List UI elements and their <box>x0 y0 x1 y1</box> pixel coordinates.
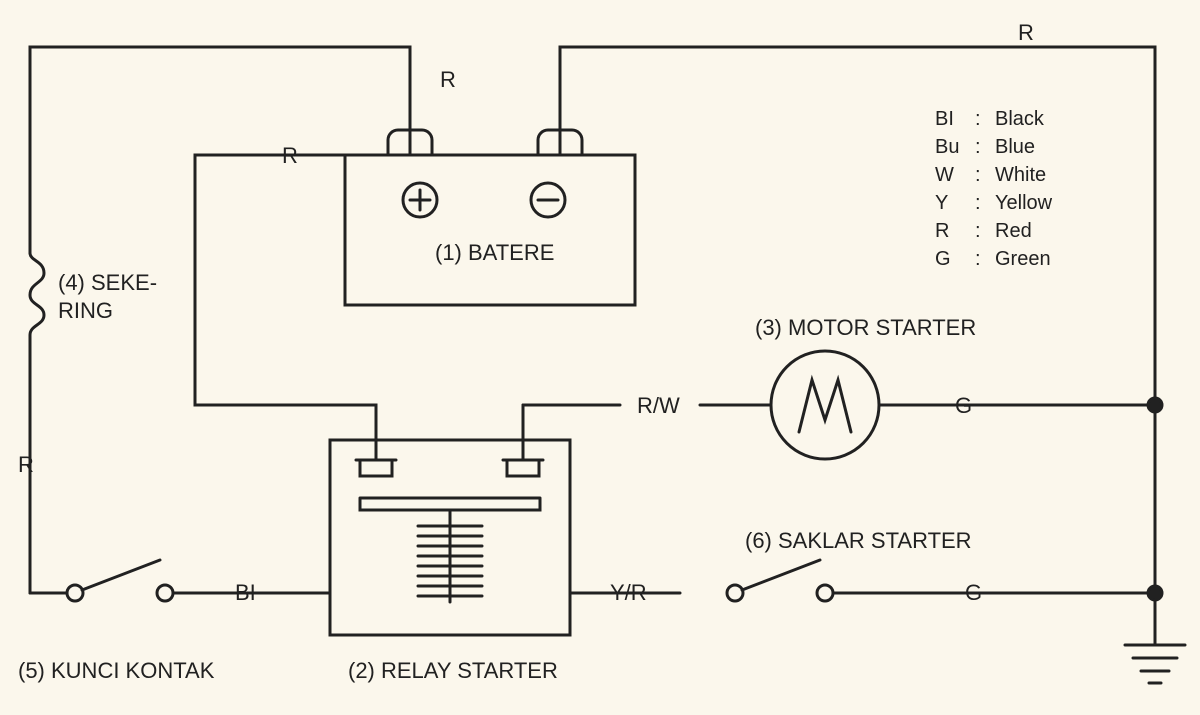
key-switch-term-a <box>67 585 83 601</box>
svg-text::: : <box>975 164 981 186</box>
wiring-diagram: R R R (1) BATERE (4) SEKE- RING R BI (5)… <box>0 0 1200 715</box>
relay-contact-bar <box>360 498 540 510</box>
legend-code-3: Y <box>935 192 948 214</box>
key-switch-blade <box>82 560 160 590</box>
key-switch-term-b <box>157 585 173 601</box>
legend-name-1: Blue <box>995 136 1035 158</box>
svg-text::: : <box>975 220 981 242</box>
wire-label-relay-to-motor: R/W <box>637 393 680 418</box>
wire-label-top-right: R <box>1018 20 1034 45</box>
legend-name-2: White <box>995 164 1046 186</box>
legend-code-4: R <box>935 220 949 242</box>
color-legend: BI : Black Bu : Blue W : White Y : Yello… <box>935 108 1053 270</box>
motor-m-glyph <box>799 380 851 432</box>
wire-bat-neg-to-ground <box>560 47 1155 645</box>
relay-label: (2) RELAY STARTER <box>348 658 558 683</box>
wire-label-key-to-relay: BI <box>235 580 256 605</box>
svg-text::: : <box>975 192 981 214</box>
fuse-label-1: (4) SEKE- <box>58 270 157 295</box>
legend-code-5: G <box>935 248 951 270</box>
battery-label: (1) BATERE <box>435 240 554 265</box>
relay-coil <box>418 522 482 602</box>
svg-text::: : <box>975 248 981 270</box>
legend-name-0: Black <box>995 108 1045 130</box>
battery-box <box>345 155 635 305</box>
motor-symbol <box>771 351 879 459</box>
legend-code-0: BI <box>935 108 954 130</box>
wire-label-battery-left: R <box>282 143 298 168</box>
junction-motor-ground <box>1148 398 1162 412</box>
starter-switch-blade <box>742 560 820 590</box>
wire-label-switch-to-ground: G <box>965 580 982 605</box>
ground-symbol <box>1125 645 1185 683</box>
starter-switch-term-b <box>817 585 833 601</box>
wire-bat-to-relay-left <box>195 155 388 440</box>
key-label: (5) KUNCI KONTAK <box>18 658 215 683</box>
wire-label-fuse-bottom: R <box>18 452 34 477</box>
wire-label-top-mid: R <box>440 67 456 92</box>
legend-name-3: Yellow <box>995 192 1053 214</box>
starter-switch-term-a <box>727 585 743 601</box>
legend-code-1: Bu <box>935 136 959 158</box>
legend-name-5: Green <box>995 248 1051 270</box>
legend-code-2: W <box>935 164 954 186</box>
wire-bat-pos-to-fuse <box>30 47 410 253</box>
fuse-label-2: RING <box>58 298 113 323</box>
legend-name-4: Red <box>995 220 1032 242</box>
fuse-symbol <box>30 253 44 593</box>
junction-switch-ground <box>1148 586 1162 600</box>
motor-label: (3) MOTOR STARTER <box>755 315 976 340</box>
wire-label-motor-to-ground: G <box>955 393 972 418</box>
wire-label-relay-to-switch: Y/R <box>610 580 647 605</box>
svg-text::: : <box>975 108 981 130</box>
switch-label: (6) SAKLAR STARTER <box>745 528 972 553</box>
svg-text::: : <box>975 136 981 158</box>
